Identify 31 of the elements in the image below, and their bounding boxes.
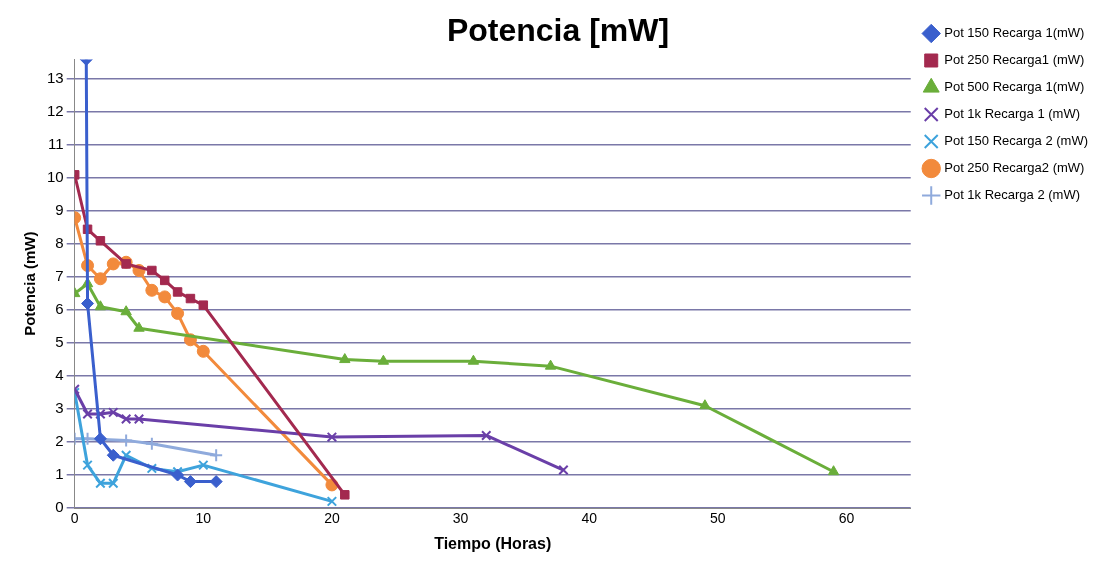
y-tick-label: 13 — [47, 69, 64, 87]
y-tick-label: 4 — [55, 366, 64, 384]
y-axis-title: Potencia (mW) — [21, 231, 39, 336]
x-axis-title: Tiempo (Horas) — [434, 534, 552, 552]
x-tick-label: 40 — [581, 510, 598, 527]
legend-label: Pot 1k Recarga 1 (mW) — [944, 106, 1081, 122]
y-tick-label: 11 — [48, 135, 64, 153]
legend-label: Pot 250 Recarga1 (mW) — [944, 52, 1085, 68]
y-tick-label: 7 — [55, 267, 64, 285]
legend-label: Pot 500 Recarga 1(mW) — [944, 79, 1085, 95]
y-tick-label: 3 — [55, 399, 64, 417]
y-tick-label: 0 — [55, 498, 64, 516]
x-tick-label: 60 — [838, 510, 855, 527]
x-tick-label: 10 — [195, 510, 212, 527]
chart-title: Potencia [mW] — [446, 12, 670, 49]
y-tick-label: 8 — [55, 234, 64, 252]
legend-label: Pot 150 Recarga 2 (mW) — [944, 133, 1089, 149]
y-tick-label: 9 — [55, 201, 64, 219]
legend-label: Pot 1k Recarga 2 (mW) — [944, 187, 1081, 203]
legend-label: Pot 150 Recarga 1(mW) — [944, 25, 1085, 41]
y-tick-label: 2 — [55, 432, 64, 450]
y-tick-label: 10 — [47, 168, 64, 186]
x-tick-label: 0 — [70, 510, 79, 527]
x-tick-label: 20 — [324, 510, 340, 527]
y-tick-label: 1 — [55, 465, 64, 483]
y-tick-label: 5 — [55, 333, 64, 351]
y-tick-label: 12 — [47, 102, 64, 120]
y-tick-label: 6 — [55, 300, 64, 318]
x-tick-label: 30 — [452, 510, 469, 527]
legend-label: Pot 250 Recarga2 (mW) — [944, 160, 1085, 176]
x-tick-label: 50 — [710, 510, 726, 527]
